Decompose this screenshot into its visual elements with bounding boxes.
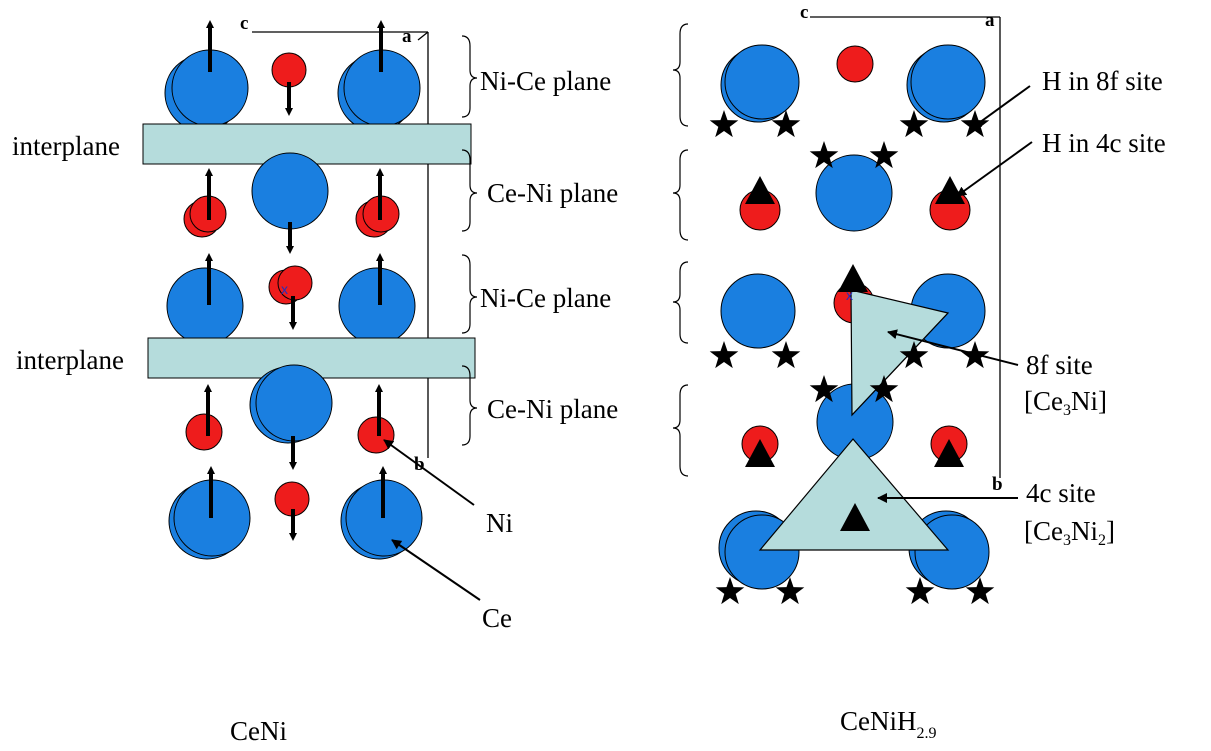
site8f-pointer <box>887 329 1019 366</box>
cenih-structure: c a b <box>672 2 1166 742</box>
bracket <box>461 149 478 232</box>
h-8f-star <box>809 141 839 169</box>
x-marker: x <box>846 287 853 303</box>
plane-brackets-right <box>672 23 689 477</box>
bracket <box>672 261 689 344</box>
site-4c-title: 4c site <box>1026 478 1096 508</box>
h4c-pointer <box>956 141 1033 197</box>
callout-arrows-right <box>877 85 1033 503</box>
site-4c-triangle <box>758 438 950 551</box>
h-8f-star <box>905 577 935 605</box>
h-4c-marker <box>838 264 868 292</box>
site-8f-formula: [Ce3Ni] <box>1024 386 1107 419</box>
ce-atom <box>255 364 333 442</box>
interplane-label: interplane <box>12 131 120 161</box>
h-8f-star <box>809 375 839 403</box>
site-8f-edge <box>851 312 949 416</box>
bracket <box>672 23 689 127</box>
axis-b-label: b <box>992 474 1003 495</box>
ce-label: Ce <box>482 603 512 633</box>
bracket <box>461 35 478 118</box>
row-2-atoms <box>739 154 971 232</box>
h8f-pointer <box>971 85 1031 129</box>
x-marker: x <box>281 281 288 297</box>
spin-arrows <box>204 20 387 541</box>
h-4c-marker <box>745 439 775 467</box>
h-4c-marker <box>934 439 964 467</box>
ce-pointer <box>391 539 481 601</box>
ni-atom <box>836 45 874 83</box>
row-3-atoms: x <box>166 265 416 345</box>
unit-cell-frame-right <box>810 16 1001 478</box>
plane-label: Ce-Ni plane <box>487 178 618 208</box>
plane-brackets-left <box>461 35 478 446</box>
axis-a-label: a <box>985 10 995 31</box>
h-8f-star <box>771 341 801 369</box>
h-4c-marker <box>935 176 965 204</box>
ni-pointer <box>383 439 475 506</box>
h-8f-star <box>709 341 739 369</box>
h-8f-label: H in 8f site <box>1042 66 1163 96</box>
bracket <box>672 149 689 241</box>
h-4c-label: H in 4c site <box>1042 128 1166 158</box>
h-8f-star <box>715 577 745 605</box>
plane-label: Ni-Ce plane <box>480 66 611 96</box>
ce-atom <box>251 152 329 230</box>
ce-atom <box>910 44 986 120</box>
ni-atom <box>185 413 223 451</box>
h-8f-star <box>869 141 899 169</box>
row-1-atoms <box>720 44 986 123</box>
ce-atom <box>720 273 796 349</box>
ni-label: Ni <box>486 508 513 538</box>
h-8f-star <box>709 110 739 138</box>
bracket <box>461 365 478 446</box>
h-8f-star <box>899 341 929 369</box>
ni-atom <box>271 52 307 88</box>
ce-atom <box>724 44 800 120</box>
h-8f-star <box>965 577 995 605</box>
cenih-caption: CeNiH2.9 <box>840 706 937 742</box>
h-8f-star <box>899 110 929 138</box>
h-4c-marker <box>840 503 870 531</box>
ni-atom <box>357 416 395 454</box>
unit-cell-frame-left <box>252 31 429 458</box>
bracket <box>672 384 689 477</box>
plane-label: Ce-Ni plane <box>487 394 618 424</box>
ce-atom <box>338 267 416 345</box>
h-8f-star <box>869 375 899 403</box>
h-4c-marker <box>745 176 775 204</box>
site-4c-formula: [Ce3Ni2] <box>1024 516 1115 549</box>
h-8f-star <box>775 577 805 605</box>
row-2-atoms <box>183 152 400 238</box>
axis-a-label: a <box>402 26 412 47</box>
ceni-structure: c a b interplane x <box>12 13 618 746</box>
h-8f-star <box>771 110 801 138</box>
row-1-atoms <box>164 49 421 132</box>
site-8f-title: 8f site <box>1026 350 1093 380</box>
axis-c-label: c <box>240 13 248 34</box>
interplane-label: interplane <box>16 345 124 375</box>
h-4c-markers <box>745 176 965 531</box>
axis-c-label: c <box>800 2 808 23</box>
ceni-caption: CeNi <box>230 716 287 746</box>
bracket <box>461 254 478 334</box>
ce-atom <box>815 154 893 232</box>
ce-atom <box>166 267 244 345</box>
plane-label: Ni-Ce plane <box>480 283 611 313</box>
